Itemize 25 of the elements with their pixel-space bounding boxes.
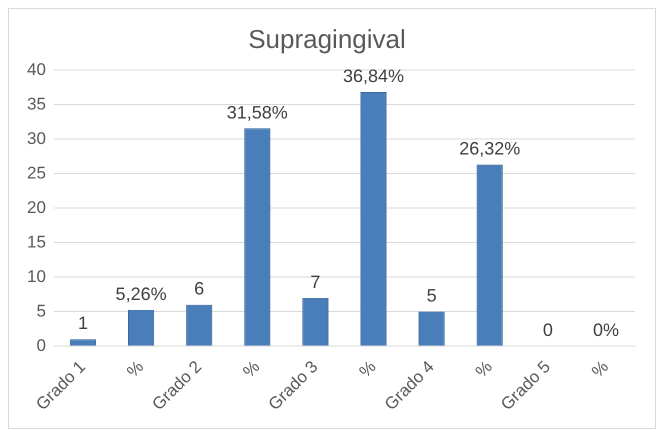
- chart-title: Supragingival: [248, 24, 406, 54]
- y-tick-label: 35: [26, 94, 46, 114]
- data-label: 36,84%: [342, 66, 404, 86]
- y-tick-label: 0: [36, 336, 46, 355]
- y-tick-label: 10: [26, 266, 46, 286]
- x-tick-label: %: [123, 357, 148, 382]
- data-label: 0: [542, 320, 553, 340]
- y-tick-label: 20: [26, 198, 46, 217]
- y-tick-label: 25: [26, 163, 46, 182]
- data-label: 6: [194, 278, 204, 299]
- x-tick-label: %: [588, 357, 612, 382]
- y-tick-label: 15: [26, 232, 46, 252]
- data-label: 5: [426, 286, 437, 306]
- x-tick-label: %: [472, 357, 496, 382]
- data-label: 5,26%: [116, 284, 167, 304]
- data-label: 7: [310, 272, 320, 292]
- x-tick-label: %: [356, 357, 380, 382]
- y-tick-label: 5: [36, 301, 46, 320]
- x-tick-label: %: [239, 357, 264, 382]
- data-label: 1: [78, 313, 88, 334]
- data-label: 0%: [592, 320, 619, 340]
- y-tick-label: 40: [26, 60, 46, 79]
- data-label: 26,32%: [459, 138, 520, 159]
- data-label: 31,58%: [226, 102, 288, 122]
- y-tick-label: 30: [26, 128, 46, 148]
